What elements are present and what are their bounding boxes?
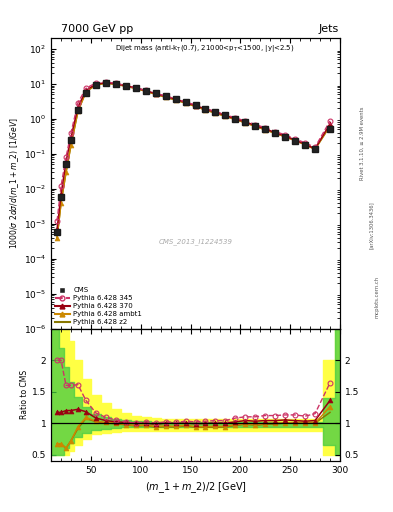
Text: [arXiv:1306.3436]: [arXiv:1306.3436] (369, 201, 373, 249)
Y-axis label: Ratio to CMS: Ratio to CMS (20, 370, 29, 419)
Legend: CMS, Pythia 6.428 345, Pythia 6.428 370, Pythia 6.428 ambt1, Pythia 6.428 z2: CMS, Pythia 6.428 345, Pythia 6.428 370,… (55, 287, 142, 325)
Text: Rivet 3.1.10, ≥ 2.9M events: Rivet 3.1.10, ≥ 2.9M events (360, 106, 365, 180)
Text: mcplots.cern.ch: mcplots.cern.ch (375, 276, 380, 318)
Text: Jets: Jets (318, 24, 339, 34)
X-axis label: $(m\_1 + m\_2) / 2$ [GeV]: $(m\_1 + m\_2) / 2$ [GeV] (145, 480, 246, 495)
Text: Dijet mass (anti-k$_\mathregular{T}$(0.7), 21000<p$_\mathregular{T}$<1500, |y|<2: Dijet mass (anti-k$_\mathregular{T}$(0.7… (115, 43, 294, 54)
Y-axis label: $1000/\sigma\ 2d\sigma/d(m\_1 + m\_2)\ [1/GeV]$: $1000/\sigma\ 2d\sigma/d(m\_1 + m\_2)\ [… (8, 118, 21, 249)
Text: 7000 GeV pp: 7000 GeV pp (61, 24, 133, 34)
Text: CMS_2013_I1224539: CMS_2013_I1224539 (158, 238, 233, 245)
